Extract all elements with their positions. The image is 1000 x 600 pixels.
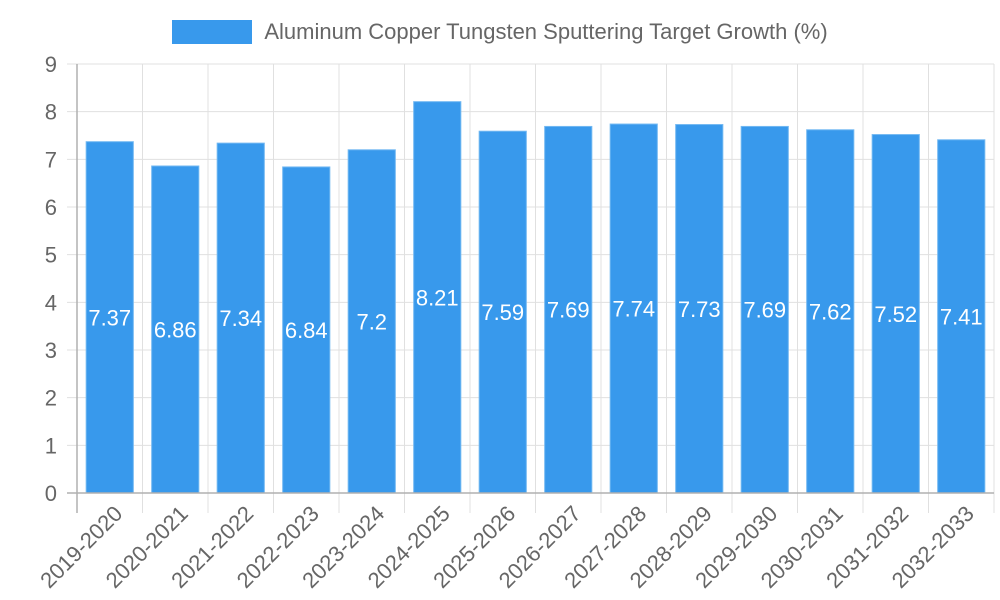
bar[interactable]	[806, 129, 855, 494]
grid-lines	[67, 63, 995, 513]
y-tick-label: 6	[45, 195, 57, 220]
bar-value-label: 7.59	[481, 300, 524, 325]
bar-value-label: 7.73	[678, 297, 721, 322]
y-tick-label: 7	[45, 147, 57, 172]
y-tick-label: 9	[45, 52, 57, 77]
bar[interactable]	[871, 134, 920, 494]
bar[interactable]	[216, 142, 265, 494]
bar-value-label: 7.37	[88, 305, 131, 330]
bar[interactable]	[675, 124, 724, 494]
bar[interactable]	[347, 149, 396, 494]
bar[interactable]	[609, 123, 658, 494]
y-tick-label: 4	[45, 290, 57, 315]
bar-value-label: 7.74	[612, 297, 655, 322]
bar-value-label: 7.34	[219, 306, 262, 331]
legend-label: Aluminum Copper Tungsten Sputtering Targ…	[264, 19, 828, 44]
y-tick-label: 2	[45, 386, 57, 411]
y-tick-label: 1	[45, 433, 57, 458]
x-axis-ticks: 2019-20202020-20212021-20222022-20232023…	[35, 501, 979, 593]
bar-value-labels: 7.37 6.86 7.34 6.84 7.2 8.21 7.59 7.69 7.74 7.73 7…	[88, 285, 982, 343]
bar-value-label: 7.2	[356, 309, 387, 334]
y-tick-label: 0	[45, 481, 57, 506]
bar[interactable]	[413, 101, 462, 494]
bar-value-label: 7.41	[940, 304, 983, 329]
y-tick-label: 8	[45, 100, 57, 125]
bar[interactable]	[282, 166, 331, 494]
bar-value-label: 6.86	[154, 318, 197, 343]
y-axis-ticks: 0 1 2 3 4 5 6 7 8 9	[45, 52, 57, 506]
legend-swatch[interactable]	[172, 20, 253, 44]
chart-legend: Aluminum Copper Tungsten Sputtering Targ…	[0, 14, 1000, 50]
bar[interactable]	[544, 125, 593, 494]
bar-value-label: 8.21	[416, 285, 459, 310]
bars	[85, 101, 986, 494]
bar[interactable]	[151, 165, 200, 494]
bar-value-label: 7.52	[874, 302, 917, 327]
bar[interactable]	[85, 141, 134, 494]
bar[interactable]	[937, 139, 986, 494]
bar[interactable]	[478, 130, 527, 494]
bar[interactable]	[740, 125, 789, 494]
bar-value-label: 6.84	[285, 318, 328, 343]
bar-value-label: 7.69	[743, 298, 786, 323]
bar-value-label: 7.69	[547, 298, 590, 323]
axes	[67, 64, 994, 513]
bar-value-label: 7.62	[809, 299, 852, 324]
y-tick-label: 3	[45, 338, 57, 363]
y-tick-label: 5	[45, 243, 57, 268]
